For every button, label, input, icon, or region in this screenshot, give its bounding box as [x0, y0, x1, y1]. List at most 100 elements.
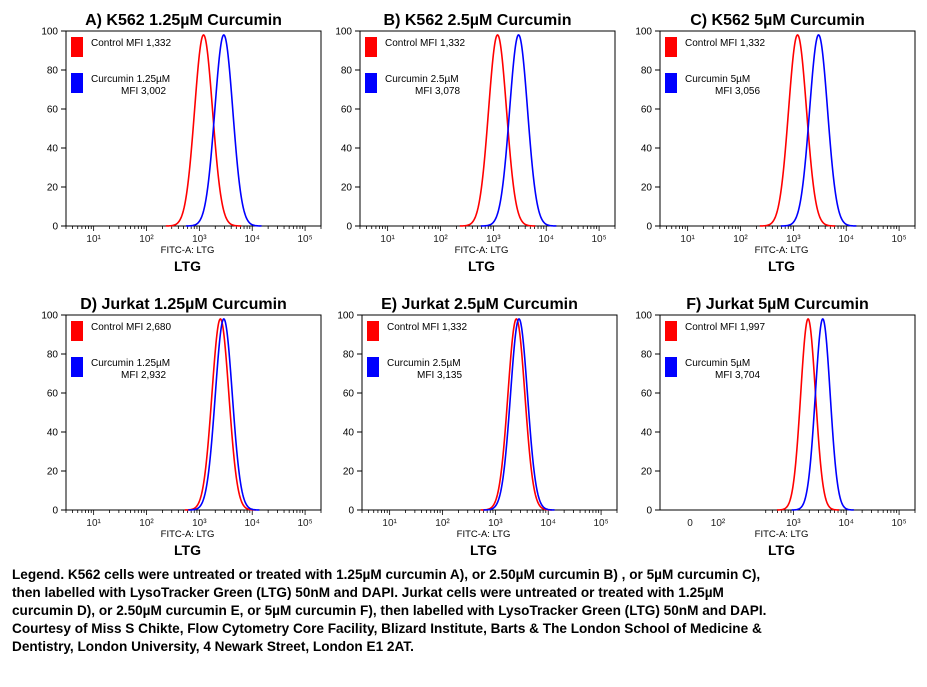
x-tick-label: 10⁵ — [593, 518, 608, 529]
x-tick-label: 10³ — [192, 234, 207, 245]
y-tick-label: 0 — [348, 506, 354, 517]
y-tick-label: 60 — [641, 105, 653, 116]
y-tick-label: 100 — [335, 27, 352, 38]
legend-label-mfi: MFI 3,056 — [715, 86, 760, 97]
legend-swatch-curcumin — [71, 73, 83, 93]
panel-title: B) K562 2.5µM Curcumin — [384, 12, 572, 29]
x-tick-label: 10⁵ — [297, 234, 312, 245]
x-tick-label: 10⁴ — [541, 518, 556, 529]
x-tick-label: 10³ — [192, 518, 207, 529]
y-tick-label: 60 — [47, 389, 59, 400]
legend-label: Curcumin 5µM — [685, 358, 750, 369]
x-tick-label: 10² — [139, 234, 154, 245]
x-tick-label: 10⁵ — [891, 234, 906, 245]
legend-label-mfi: MFI 3,704 — [715, 370, 760, 381]
y-tick-label: 80 — [641, 350, 653, 361]
legend-label: Curcumin 2.5µM — [385, 74, 459, 85]
y-tick-label: 60 — [47, 105, 59, 116]
x-axis-channel-label: FITC-A: LTG — [457, 529, 511, 540]
y-tick-label: 100 — [41, 27, 58, 38]
legend-swatch-control — [367, 321, 379, 341]
x-tick-label: 10¹ — [86, 234, 101, 245]
panel-title: A) K562 1.25µM Curcumin — [85, 12, 282, 29]
y-tick-label: 100 — [635, 311, 652, 322]
histogram-curve-control — [759, 33, 836, 227]
histogram-curve-curcumin — [791, 317, 854, 511]
y-tick-label: 80 — [47, 66, 59, 77]
y-tick-label: 0 — [646, 506, 652, 517]
y-tick-label: 20 — [343, 467, 355, 478]
legend-swatch-control — [71, 37, 83, 57]
x-axis-label: LTG — [470, 542, 497, 558]
y-tick-label: 0 — [52, 222, 58, 233]
legend-label: Curcumin 2.5µM — [387, 358, 461, 369]
x-tick-label: 10² — [435, 518, 450, 529]
histogram-panel-5: E) Jurkat 2.5µM Curcumin 0 20 40 60 80 100 10¹ 1… — [337, 296, 618, 558]
histogram-curve-curcumin — [186, 33, 262, 227]
histogram-panel-6: F) Jurkat 5µM Curcumin 0 20 40 60 80 100 0 10² 10… — [635, 296, 916, 558]
x-tick-label: 10² — [139, 518, 154, 529]
x-tick-label: 10⁴ — [839, 518, 854, 529]
y-tick-label: 0 — [346, 222, 352, 233]
histogram-curve-control — [459, 33, 536, 227]
x-tick-label: 10³ — [786, 234, 801, 245]
legend-label: Control MFI 1,332 — [685, 38, 765, 49]
histogram-panel-4: D) Jurkat 1.25µM Curcumin 0 20 40 60 80 100 10¹… — [41, 296, 322, 558]
histogram-panel-1: A) K562 1.25µM Curcumin 0 20 40 60 80 100 10¹ 10… — [41, 12, 322, 274]
legend-label: Control MFI 1,332 — [387, 322, 467, 333]
legend-label-mfi: MFI 3,002 — [121, 86, 166, 97]
legend-swatch-curcumin — [665, 73, 677, 93]
x-axis-label: LTG — [768, 542, 795, 558]
histogram-curve-curcumin — [480, 33, 557, 227]
y-tick-label: 80 — [641, 66, 653, 77]
x-tick-label: 10⁴ — [839, 234, 854, 245]
y-tick-label: 60 — [343, 389, 355, 400]
x-tick-label: 10⁵ — [297, 518, 312, 529]
y-tick-label: 20 — [641, 183, 653, 194]
legend-swatch-curcumin — [367, 357, 379, 377]
histogram-curve-curcumin — [780, 33, 857, 227]
panel-title: E) Jurkat 2.5µM Curcumin — [381, 296, 578, 313]
legend-label-mfi: MFI 3,078 — [415, 86, 460, 97]
y-tick-label: 20 — [341, 183, 353, 194]
histogram-panel-3: C) K562 5µM Curcumin 0 20 40 60 80 100 10¹ 10² 10… — [635, 12, 916, 274]
legend-label-mfi: MFI 2,932 — [121, 370, 166, 381]
histogram-curve-control — [776, 317, 840, 511]
x-tick-label: 10³ — [786, 518, 801, 529]
legend-swatch-curcumin — [71, 357, 83, 377]
x-tick-label: 10¹ — [86, 518, 101, 529]
histogram-panel-2: B) K562 2.5µM Curcumin 0 20 40 60 80 100 10¹ 10²… — [335, 12, 616, 274]
y-tick-label: 40 — [341, 144, 353, 155]
y-tick-label: 80 — [343, 350, 355, 361]
x-axis-channel-label: FITC-A: LTG — [455, 245, 509, 256]
y-tick-label: 40 — [47, 428, 59, 439]
x-axis-label: LTG — [174, 258, 201, 274]
x-tick-label: 10⁵ — [591, 234, 606, 245]
y-tick-label: 0 — [646, 222, 652, 233]
x-tick-label: 0 — [687, 518, 693, 529]
panel-title: C) K562 5µM Curcumin — [690, 12, 865, 29]
plot-frame — [65, 314, 322, 511]
legend-label: Curcumin 1.25µM — [91, 358, 170, 369]
x-tick-label: 10³ — [486, 234, 501, 245]
legend-label: Control MFI 1,332 — [91, 38, 171, 49]
legend-swatch-control — [665, 321, 677, 341]
x-axis-label: LTG — [468, 258, 495, 274]
legend-label-mfi: MFI 3,135 — [417, 370, 462, 381]
histogram-curve-control — [165, 33, 242, 227]
legend-swatch-control — [365, 37, 377, 57]
legend-label: Control MFI 1,997 — [685, 322, 765, 333]
y-tick-label: 40 — [641, 428, 653, 439]
legend-label: Curcumin 5µM — [685, 74, 750, 85]
histogram-curve-curcumin — [188, 317, 260, 511]
histogram-curve-curcumin — [483, 317, 555, 511]
y-tick-label: 100 — [337, 311, 354, 322]
panel-title: D) Jurkat 1.25µM Curcumin — [80, 296, 287, 313]
histogram-curve-control — [480, 317, 552, 511]
y-tick-label: 20 — [47, 467, 59, 478]
x-tick-label: 10¹ — [680, 234, 695, 245]
x-axis-channel-label: FITC-A: LTG — [161, 245, 215, 256]
legend-label: Control MFI 1,332 — [385, 38, 465, 49]
x-tick-label: 10⁴ — [245, 234, 260, 245]
